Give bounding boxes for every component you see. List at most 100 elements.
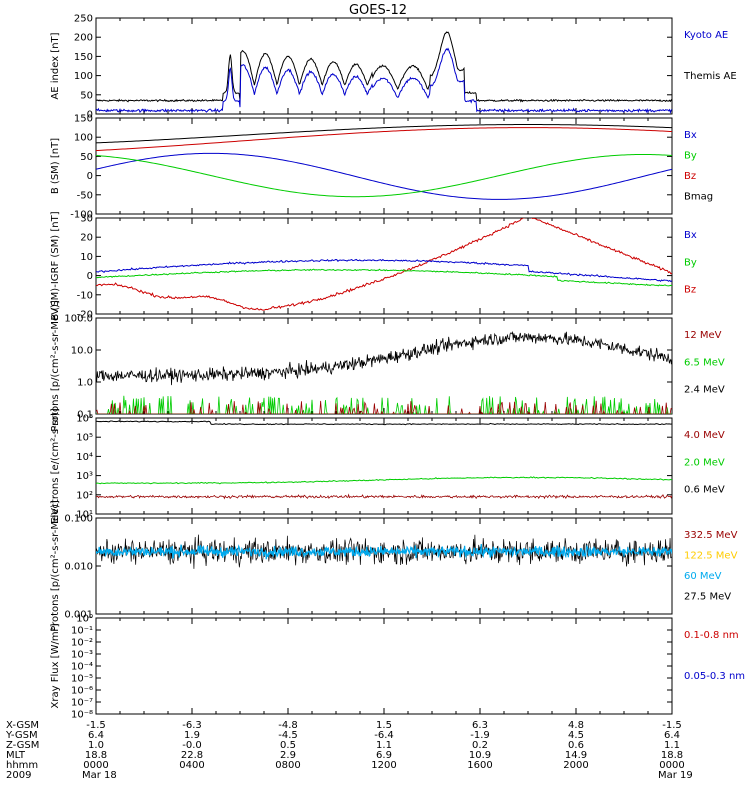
ephemeris-value: 2.9 [280,750,296,761]
ephemeris-value: 0.6 [568,740,584,751]
ephemeris-row-label: X-GSM [6,720,39,731]
ephemeris-value: -6.3 [182,720,202,731]
y-tick-label: 150 [74,52,93,63]
legend-entry: Kyoto AE [684,30,728,41]
legend-entry: 27.5 MeV [684,592,731,603]
panel-frame [95,317,673,415]
y-tick-label: -50 [77,190,93,201]
ephemeris-value: -1.9 [470,730,490,741]
y-tick-label: 10.0 [71,346,93,357]
y-tick-label: 0 [87,110,93,121]
ephemeris-value: 1.0 [88,740,104,751]
series-60-mev [96,544,672,560]
y-tick-label: 30 [80,214,93,225]
legend-entry: Bx [684,230,697,241]
ephemeris-row-label: Y-GSM [5,730,38,741]
ephemeris-value: 0000 [659,760,684,771]
y-tick-label: 150 [74,114,93,125]
y-tick-label: 10⁰ [76,614,93,625]
y-axis-label: Electrons [e/(cm²-s-sr)] [50,408,61,524]
ephemeris-value: 1.9 [184,730,200,741]
ephemeris-value: 4.8 [568,720,584,731]
series-bx [96,258,672,283]
ephemeris-table: X-GSM -1.5 -6.3 -4.8 1.5 6.3 4.8 -1.5Y-GSM 6.4 1.… [5,720,693,781]
series-bz [96,127,672,152]
y-tick-label: 10⁻⁷ [71,698,93,709]
ephemeris-value: 18.8 [661,750,683,761]
y-tick-label: 1.0 [77,378,93,389]
y-axis-label: B (SM) [nT] [50,138,61,194]
series-kyoto-ae [96,47,672,114]
legend-entry: 0.1-0.8 nm [684,630,739,641]
legend-entry: 2.4 MeV [684,385,725,396]
year-label: 2009 [6,770,31,781]
legend-entry: 2.0 MeV [684,457,725,468]
y-tick-label: 10⁴ [76,452,93,463]
series-0-6-mev [96,420,672,426]
ephemeris-value: 1600 [467,760,492,771]
panel-5: 10¹ 10² 10³ 10⁴ 10⁵ 10⁶ Electrons [e/(cm²-s-sr… [50,408,725,524]
y-tick-label: 250 [74,14,93,25]
panel-frame [95,417,673,515]
y-tick-label: 50 [80,90,93,101]
y-tick-label: 20 [80,233,93,244]
ephemeris-value: -4.8 [278,720,298,731]
y-tick-label: 200 [74,33,93,44]
series-themis-ae [96,31,672,103]
legend-entry: 0.05-0.3 nm [684,671,745,682]
legend-entry: Bmag [684,192,713,203]
y-tick-label: 10⁻⁶ [71,686,93,697]
ephemeris-value: -0.0 [182,740,202,751]
series-bz [96,218,672,311]
y-tick-label: -20 [77,310,93,321]
y-tick-label: -10 [77,290,93,301]
ephemeris-value: 0000 [83,760,108,771]
y-tick-label: 10⁻⁵ [71,674,93,685]
y-tick-label: 0.010 [64,562,93,573]
y-tick-label: 10² [76,490,93,501]
y-tick-label: 10⁻⁴ [71,662,93,673]
y-tick-label: 10¹ [76,510,93,521]
y-tick-label: 50 [80,152,93,163]
ephemeris-value: 0.5 [280,740,296,751]
ephemeris-value: 6.3 [472,720,488,731]
series-27-5-mev [96,534,672,569]
end-date: Mar 19 [658,770,693,781]
ephemeris-value: 14.9 [565,750,587,761]
ephemeris-value: 1200 [371,760,396,771]
ephemeris-value: 22.8 [181,750,203,761]
series-2-0-mev [96,476,672,485]
y-axis-label: B (SM)-IGRF (SM) [nT] [50,211,61,320]
legend-entry: 60 MeV [684,571,722,582]
ephemeris-value: -4.5 [278,730,298,741]
ephemeris-value: 1.1 [664,740,680,751]
y-tick-label: 10 [80,252,93,263]
legend-entry: 0.6 MeV [684,485,725,496]
legend-entry: Bz [684,285,696,296]
ephemeris-value: 1.1 [376,740,392,751]
legend-entry: Themis AE [683,71,737,82]
ephemeris-value: 1.5 [376,720,392,731]
series-bmag [96,124,672,144]
panel-1: 0 50 100 150 200 250 AE index [nT] Kyoto AE Them… [50,14,737,121]
ephemeris-row-label: MLT [6,750,26,761]
ephemeris-value: 10.9 [469,750,491,761]
legend-entry: Bz [684,171,696,182]
y-tick-label: 100 [74,133,93,144]
plot-title: GOES-12 [349,3,407,18]
ephemeris-value: -1.5 [86,720,106,731]
series-bx [96,152,672,200]
y-tick-label: 10³ [76,471,93,482]
legend-entry: 4.0 MeV [684,430,725,441]
panel-2: -100 -50 0 50 100 150 B (SM) [nT] Bx By Bz Bmag [50,114,713,221]
series-12-mev [96,400,672,414]
ephemeris-value: 18.8 [85,750,107,761]
series-4-0-mev [96,493,672,500]
y-tick-label: 0.001 [64,610,93,621]
ephemeris-value: 6.4 [88,730,104,741]
